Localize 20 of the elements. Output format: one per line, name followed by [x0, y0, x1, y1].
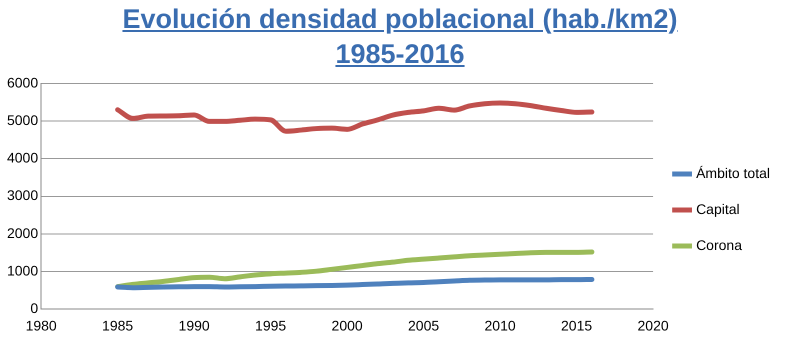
x-tick-label: 2000	[332, 317, 363, 334]
x-tick-label: 2015	[561, 317, 592, 334]
legend-label: Capital	[696, 200, 740, 217]
y-tick-label: 0	[30, 300, 38, 316]
x-tick-label: 2010	[484, 317, 516, 334]
y-tick-label: 5000	[6, 112, 38, 128]
y-tick-label: 2000	[6, 224, 38, 241]
y-tick-label: 6000	[6, 74, 38, 90]
legend-label: Ámbito total	[696, 164, 770, 181]
y-tick-label: 4000	[6, 150, 38, 166]
legend-label: Corona	[696, 236, 742, 253]
x-tick-label: 1985	[102, 317, 134, 334]
x-tick-label: 1995	[255, 317, 286, 334]
x-tick-label: 2005	[408, 317, 440, 334]
x-tick-label: 1990	[178, 317, 210, 334]
chart-title: Evolución densidad poblacional (hab./km2) 1985-2016	[121, 3, 679, 71]
y-tick-label: 3000	[6, 187, 38, 204]
x-tick-label: 2020	[638, 317, 669, 334]
x-tick-label: 1980	[26, 317, 57, 334]
y-tick-label: 1000	[6, 262, 38, 278]
